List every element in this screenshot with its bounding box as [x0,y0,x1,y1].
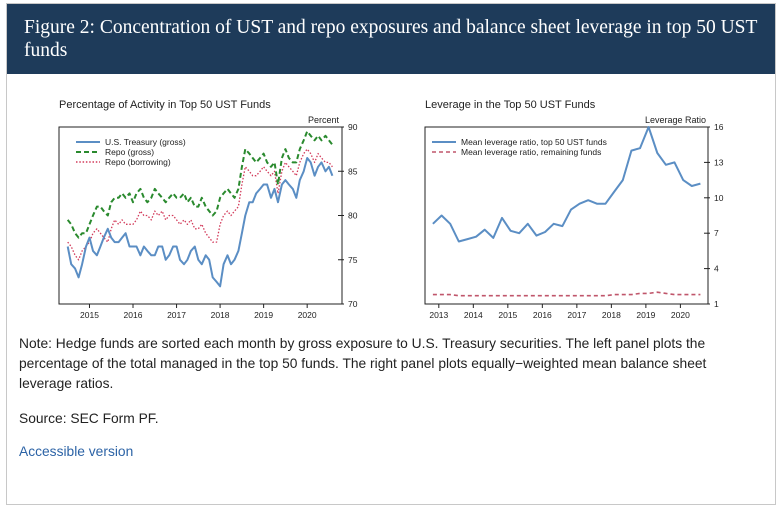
right-y-tick-label: 4 [714,264,719,274]
left-x-tick-label: 2020 [298,310,317,320]
left-y-tick-label: 70 [348,299,358,309]
figure-note: Note: Hedge funds are sorted each month … [19,336,707,391]
right-x-tick-label: 2015 [498,310,517,320]
right-x-tick-label: 2014 [464,310,483,320]
left-chart: Percentage of Activity in Top 50 UST Fun… [58,99,358,320]
left-x-tick-label: 2016 [124,310,143,320]
left-y-tick-label: 85 [348,166,358,176]
right-y-tick-label: 1 [714,299,719,309]
right-chart-ylabel: Leverage Ratio [645,115,706,125]
figure-card: Figure 2: Concentration of UST and repo … [6,3,776,505]
left-series-line-2 [67,148,333,261]
legend-label-remaining: Mean leverage ratio, remaining funds [461,147,601,157]
accessible-version-link[interactable]: Accessible version [19,444,134,459]
right-series-line-1 [432,291,701,297]
right-legend: Mean leverage ratio, top 50 UST funds Me… [432,137,607,157]
left-series-line-1 [66,130,334,239]
right-axis-ticks: 2013 2014 2015 2016 2017 2018 2019 2020 1 4 7 10 13 1… [429,122,723,320]
right-y-tick-label: 7 [714,228,719,238]
legend-label-repo-borrowing: Repo (borrowing) [105,157,171,167]
legend-label-ust: U.S. Treasury (gross) [105,137,186,147]
figure-source: Source: SEC Form PF. [19,411,159,426]
left-y-tick-label: 80 [348,211,358,221]
right-x-tick-label: 2016 [533,310,552,320]
left-chart-ylabel: Percent [308,115,340,125]
right-x-tick-label: 2013 [429,310,448,320]
left-chart-title: Percentage of Activity in Top 50 UST Fun… [59,99,271,111]
figure-header: Figure 2: Concentration of UST and repo … [7,4,775,74]
left-series-lines [66,130,334,288]
right-y-tick-label: 13 [714,157,724,167]
right-x-tick-label: 2017 [567,310,586,320]
left-y-tick-label: 75 [348,255,358,265]
right-x-tick-label: 2018 [602,310,621,320]
left-x-tick-label: 2015 [80,310,99,320]
right-x-tick-label: 2019 [636,310,655,320]
right-y-tick-label: 10 [714,193,724,203]
left-x-tick-label: 2019 [254,310,273,320]
legend-label-repo-gross: Repo (gross) [105,147,154,157]
figure-title: Figure 2: Concentration of UST and repo … [24,17,758,61]
left-x-tick-label: 2017 [167,310,186,320]
right-y-tick-label: 16 [714,122,724,132]
left-legend: U.S. Treasury (gross) Repo (gross) Repo … [76,137,186,167]
left-y-tick-label: 90 [348,122,358,132]
right-series-line-0 [432,126,701,243]
left-series-line-0 [66,157,334,288]
right-plot-frame [424,126,709,305]
left-plot-frame [58,126,343,305]
right-chart-title: Leverage in the Top 50 UST Funds [425,99,596,111]
legend-label-top50: Mean leverage ratio, top 50 UST funds [461,137,607,147]
right-x-tick-label: 2020 [671,310,690,320]
left-x-tick-label: 2018 [211,310,230,320]
right-chart: Leverage in the Top 50 UST Funds Leverag… [424,99,724,320]
left-axis-ticks: 2015 2016 2017 2018 2019 2020 70 75 80 85 90 [80,122,358,320]
right-series-lines [432,126,701,297]
